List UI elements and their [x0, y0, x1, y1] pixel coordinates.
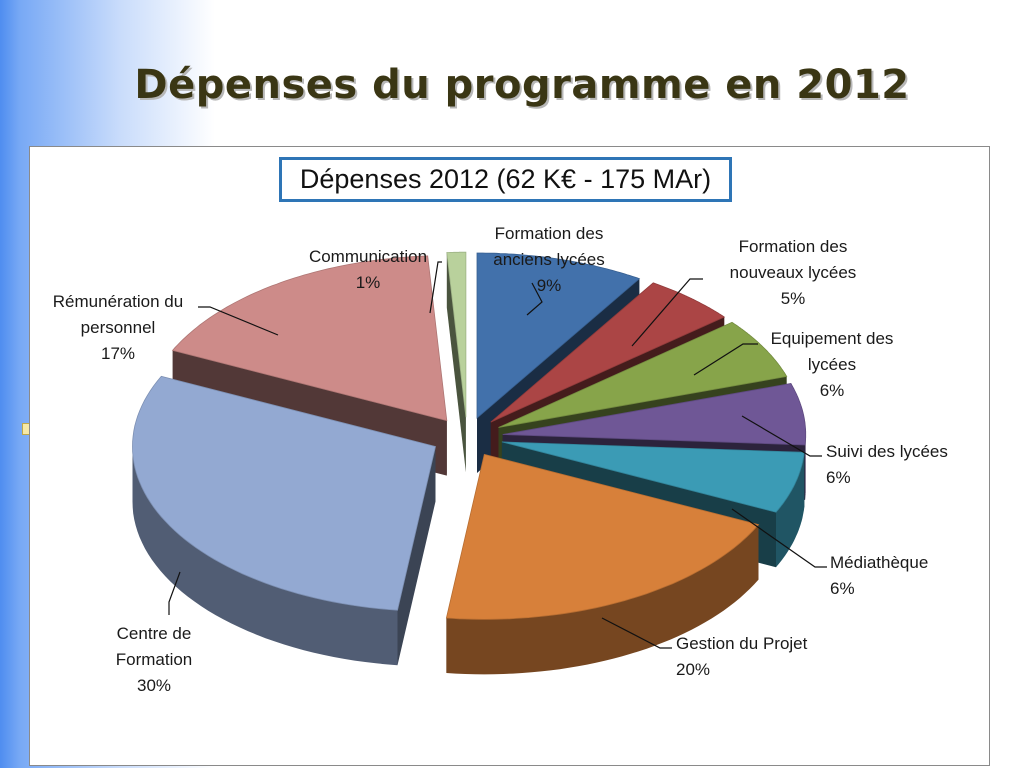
pie-slices — [132, 251, 807, 675]
slice-category-label: personnel — [81, 318, 156, 337]
pie-slice — [446, 251, 467, 473]
leader-line — [198, 306, 279, 336]
leader-line — [631, 278, 703, 347]
slice-percent-label: 6% — [830, 579, 855, 598]
leader-line — [601, 617, 672, 649]
slice-percent-label: 6% — [826, 468, 851, 487]
slice-category-label: Communication — [309, 247, 427, 266]
slice-percent-label: 20% — [676, 660, 710, 679]
slice-percent-label: 1% — [356, 273, 381, 292]
slice-percent-label: 17% — [101, 344, 135, 363]
leader-line — [168, 571, 181, 615]
slice-category-label: Rémunération du — [53, 292, 183, 311]
pie-labels: Formation des anciens lycées 9% Formation d… — [53, 224, 948, 695]
slice-category-label: Gestion du Projet — [676, 634, 808, 653]
slice-category-label: lycées — [808, 355, 856, 374]
leader-line — [526, 282, 543, 316]
pie-slice — [445, 453, 760, 675]
slice-category-label: anciens lycées — [493, 250, 605, 269]
slice-category-label: Centre de — [117, 624, 192, 643]
slice-category-label: Equipement des — [771, 329, 894, 348]
slice-category-label: Formation des — [739, 237, 848, 256]
slice-percent-label: 30% — [137, 676, 171, 695]
pie-slice — [132, 375, 436, 666]
slice-percent-label: 5% — [781, 289, 806, 308]
slide-title: Dépenses du programme en 2012 — [134, 62, 910, 108]
leader-line — [429, 261, 442, 314]
slice-category-label: Formation — [116, 650, 193, 669]
slice-category-label: Formation des — [495, 224, 604, 243]
chart-title: Dépenses 2012 (62 K€ - 175 MAr) — [279, 157, 732, 202]
leader-line — [741, 415, 822, 457]
slice-percent-label: 6% — [820, 381, 845, 400]
slice-percent-label: 9% — [537, 276, 562, 295]
pie-chart-svg: Formation des anciens lycées 9% Formation d… — [53, 224, 948, 695]
slice-category-label: Médiathèque — [830, 553, 928, 572]
leader-line — [693, 343, 758, 376]
slice-category-label: Suivi des lycées — [826, 442, 948, 461]
chart-frame: Formation des anciens lycées 9% Formation d… — [29, 146, 990, 766]
leader-line — [731, 508, 827, 568]
slice-category-label: nouveaux lycées — [730, 263, 857, 282]
